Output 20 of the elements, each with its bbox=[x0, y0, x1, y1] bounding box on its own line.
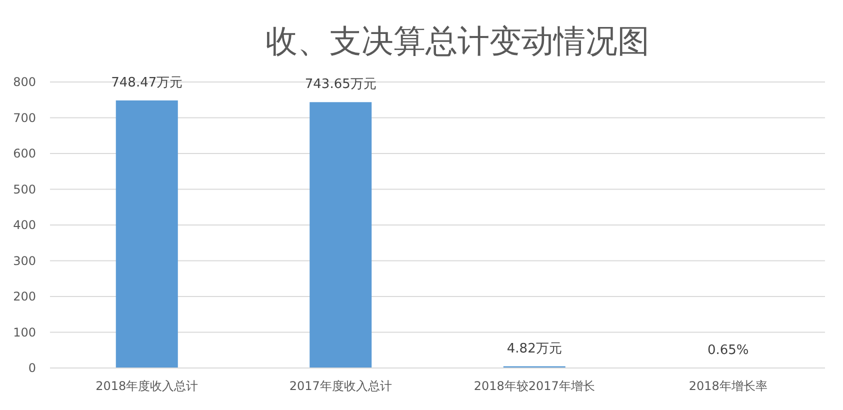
y-tick-label: 600 bbox=[13, 146, 36, 160]
x-tick-label: 2018年较2017年增长 bbox=[474, 379, 595, 393]
bar bbox=[116, 100, 178, 368]
y-tick-label: 400 bbox=[13, 218, 36, 232]
data-label: 4.82万元 bbox=[506, 341, 562, 356]
y-tick-label: 0 bbox=[28, 361, 36, 375]
chart-title: 收、支决算总计变动情况图 bbox=[266, 22, 650, 60]
y-tick-label: 100 bbox=[13, 325, 36, 340]
y-tick-label: 300 bbox=[13, 254, 36, 268]
data-label: 743.65万元 bbox=[304, 77, 376, 92]
x-tick-label: 2018年增长率 bbox=[688, 379, 768, 393]
y-tick-label: 200 bbox=[13, 290, 36, 304]
x-tick-label: 2018年度收入总计 bbox=[96, 379, 198, 393]
y-tick-label: 800 bbox=[13, 75, 36, 89]
bar bbox=[310, 102, 372, 368]
y-tick-label: 500 bbox=[13, 182, 36, 196]
x-tick-label: 2017年度收入总计 bbox=[289, 379, 392, 393]
y-tick-label: 700 bbox=[13, 110, 36, 125]
data-label: 748.47万元 bbox=[111, 75, 183, 90]
data-label: 0.65% bbox=[707, 342, 749, 358]
